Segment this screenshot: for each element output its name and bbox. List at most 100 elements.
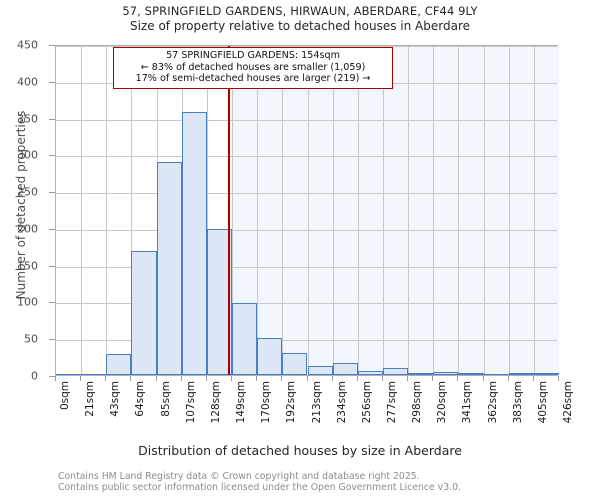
histogram-bar [181, 111, 207, 375]
y-axis-tick-label: 400 [17, 75, 38, 89]
histogram-bar [106, 353, 132, 375]
x-axis-tick-label: 107sqm [184, 381, 197, 424]
x-axis-tick-mark [105, 376, 107, 381]
y-axis-tick-label: 200 [17, 222, 38, 236]
x-axis-tick-label: 21sqm [84, 381, 97, 417]
gridline-vertical [509, 46, 510, 375]
y-axis-tick-mark [49, 118, 55, 120]
histogram-bar [282, 352, 308, 375]
gridline-vertical [383, 46, 384, 375]
x-axis-tick-label: 0sqm [59, 381, 71, 411]
histogram-bar [508, 373, 534, 375]
x-axis-tick-mark [205, 376, 207, 381]
chart-title: 57, SPRINGFIELD GARDENS, HIRWAUN, ABERDA… [122, 4, 478, 18]
histogram-bar [156, 161, 182, 375]
x-axis-tick-mark [558, 376, 559, 381]
x-axis-tick-label: 341sqm [461, 381, 474, 424]
y-axis-label: Number of detached properties [14, 110, 28, 300]
gridline-horizontal [56, 266, 557, 268]
footer-line-2: Contains public sector information licen… [58, 481, 461, 493]
x-axis-tick-label: 170sqm [260, 381, 273, 424]
histogram-bar [332, 362, 358, 375]
x-axis-tick-mark [407, 376, 409, 381]
gridline-vertical [232, 46, 233, 375]
x-axis-tick-mark [507, 376, 509, 381]
x-axis-tick-label: 426sqm [562, 381, 574, 424]
gridline-vertical [408, 46, 409, 375]
y-axis-tick-mark [49, 339, 55, 341]
histogram-bar [257, 338, 283, 375]
annotation-line-2: ← 83% of detached houses are smaller (1,… [140, 61, 366, 73]
y-axis-tick-mark [49, 228, 55, 230]
annotation-box: 57 SPRINGFIELD GARDENS: 154sqm ← 83% of … [113, 47, 393, 89]
gridline-vertical [106, 46, 107, 375]
gridline-vertical [358, 46, 359, 375]
histogram-bar [458, 373, 484, 375]
x-axis-tick-mark [231, 376, 233, 381]
gridline-horizontal [56, 156, 557, 158]
x-axis-tick-mark [331, 376, 333, 381]
y-axis-tick-mark [49, 155, 55, 157]
y-axis-tick-label: 300 [17, 148, 38, 162]
y-axis-tick-label: 150 [17, 259, 38, 273]
gridline-vertical [282, 46, 283, 375]
x-axis-tick-label: 192sqm [285, 381, 298, 424]
x-axis-tick-label: 383sqm [511, 381, 524, 424]
histogram-bar [433, 372, 459, 375]
y-axis-tick-label: 250 [17, 185, 38, 199]
plot-area [55, 45, 559, 376]
annotation-line-1: 57 SPRINGFIELD GARDENS: 154sqm [166, 50, 340, 61]
chart-subtitle: Size of property relative to detached ho… [130, 19, 470, 33]
x-axis-tick-mark [356, 376, 358, 381]
x-axis-tick-label: 277sqm [385, 381, 398, 424]
gridline-vertical [308, 46, 309, 375]
y-axis-tick-mark [49, 376, 55, 377]
x-axis-tick-label: 256sqm [360, 381, 373, 424]
x-axis-tick-label: 85sqm [159, 381, 172, 417]
plot-right-shaded-region [229, 46, 559, 375]
gridline-horizontal [56, 193, 557, 195]
gridline-horizontal [56, 340, 557, 342]
gridline-horizontal [56, 229, 557, 231]
gridline-vertical [333, 46, 334, 375]
histogram-bar [206, 229, 233, 375]
x-axis-tick-mark [532, 376, 534, 381]
histogram-bar [408, 373, 434, 375]
histogram-bar [357, 371, 383, 375]
y-axis-tick-label: 350 [17, 112, 38, 126]
footer-line-1: Contains HM Land Registry data © Crown c… [58, 471, 420, 482]
gridline-horizontal [56, 303, 557, 305]
property-size-marker-line [228, 46, 231, 375]
x-axis-tick-label: 234sqm [335, 381, 348, 424]
histogram-bar [533, 372, 559, 375]
y-axis-tick-mark [49, 81, 55, 83]
gridline-vertical [433, 46, 434, 375]
y-axis-tick-label: 0 [31, 369, 38, 383]
gridline-vertical [484, 46, 485, 375]
x-axis-label: Distribution of detached houses by size … [138, 443, 462, 458]
gridline-vertical [257, 46, 258, 375]
histogram-bar [307, 366, 333, 375]
x-axis-tick-mark [180, 376, 182, 381]
histogram-bar [131, 250, 157, 375]
x-axis-tick-mark [80, 376, 82, 381]
histogram-bar [483, 374, 509, 375]
x-axis-tick-mark [281, 376, 283, 381]
histogram-bar [81, 374, 107, 375]
gridline-horizontal [56, 119, 557, 121]
x-axis-tick-label: 128sqm [209, 381, 222, 424]
x-axis-tick-mark [306, 376, 308, 381]
histogram-bar [382, 368, 409, 375]
gridline-vertical [207, 46, 208, 375]
x-axis-tick-label: 320sqm [436, 381, 449, 424]
gridline-vertical [534, 46, 535, 375]
footer-attribution: Contains HM Land Registry data © Crown c… [58, 471, 598, 493]
x-axis-tick-label: 43sqm [109, 381, 122, 417]
x-axis-tick-mark [381, 376, 383, 381]
gridline-vertical [131, 46, 132, 375]
x-axis-tick-label: 149sqm [235, 381, 248, 424]
y-axis-tick-label: 50 [24, 332, 38, 346]
gridline-vertical [81, 46, 82, 375]
histogram-bars [56, 46, 559, 375]
